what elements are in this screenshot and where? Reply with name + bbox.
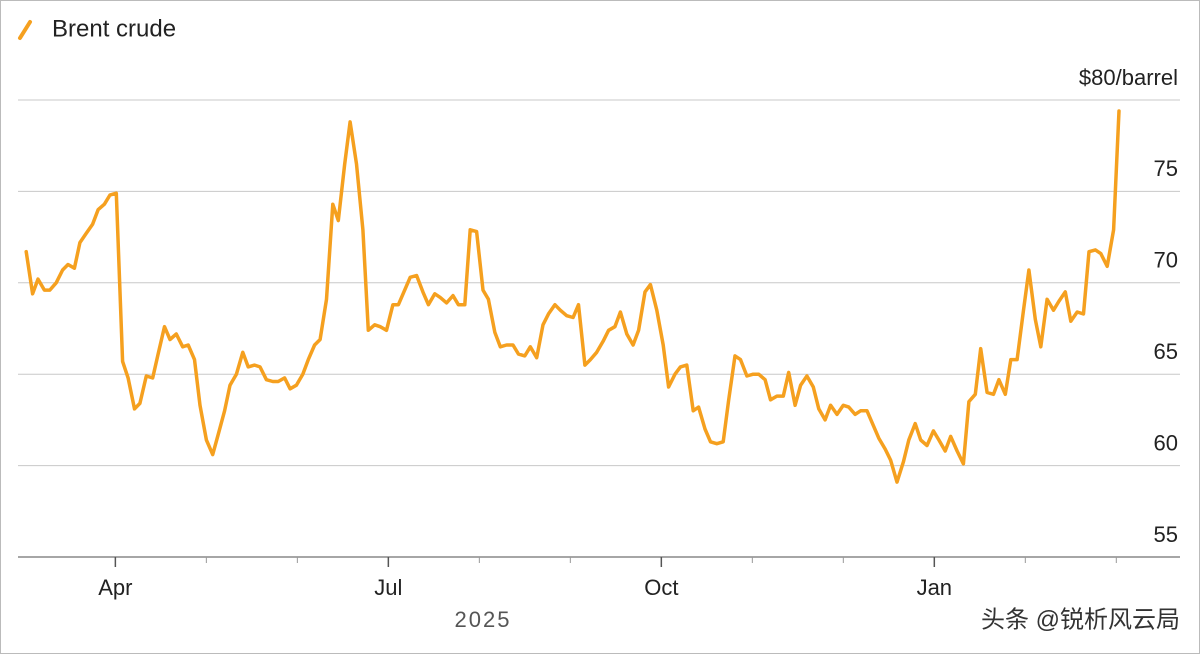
watermark: 头条 @锐析风云局 [981,606,1180,633]
y-tick-label: 70 [1154,248,1178,273]
y-tick-label: $80/barrel [1079,65,1178,90]
x-axis-year: 2025 [455,607,512,632]
legend-label: Brent crude [52,15,176,42]
legend-icon [18,20,32,40]
y-tick-label: 55 [1154,522,1178,547]
y-tick-label: 65 [1154,339,1178,364]
x-tick-label: Jan [917,575,952,600]
y-tick-label: 75 [1154,156,1178,181]
y-tick-label: 60 [1154,430,1178,455]
x-tick-label: Jul [374,575,402,600]
price-line [24,109,1121,484]
x-tick-label: Apr [98,575,132,600]
x-tick-label: Oct [644,575,678,600]
